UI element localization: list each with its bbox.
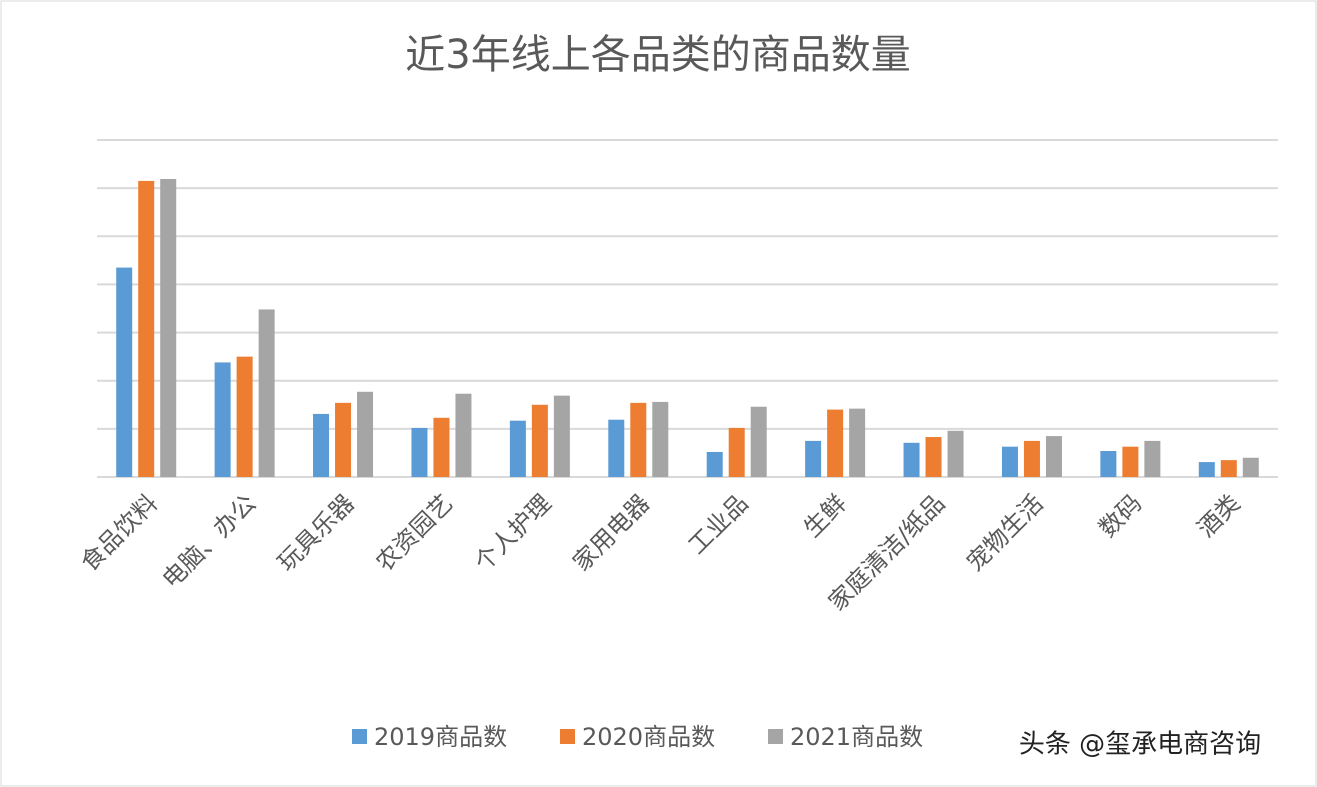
chart-title: 近3年线上各品类的商品数量 [405, 32, 910, 78]
bar [827, 409, 844, 477]
legend-swatch [768, 729, 783, 744]
bar [160, 178, 177, 477]
bar [805, 440, 822, 477]
bar [925, 437, 942, 477]
bar [728, 427, 745, 477]
bar [433, 417, 450, 477]
legend-label: 2021商品数 [790, 723, 923, 751]
bar [335, 402, 352, 477]
bar [258, 309, 275, 477]
bar [531, 404, 548, 477]
legend-label: 2019商品数 [374, 723, 507, 751]
bar [138, 180, 155, 477]
watermark: 头条 @玺承电商咨询 [1019, 730, 1261, 760]
bar [630, 402, 647, 477]
legend-label: 2020商品数 [582, 723, 715, 751]
bar [1100, 451, 1117, 477]
bar [313, 413, 330, 477]
bar [553, 395, 570, 477]
bar [1045, 436, 1062, 477]
bar [1122, 446, 1139, 477]
bar [750, 406, 767, 477]
bar [652, 401, 669, 477]
bar [214, 362, 231, 477]
bar [947, 430, 964, 477]
bar [1220, 460, 1237, 477]
bar [608, 419, 625, 477]
bar [1023, 440, 1040, 477]
bar [455, 393, 472, 477]
bar [903, 442, 920, 477]
bar [1198, 462, 1215, 477]
legend-swatch [352, 729, 367, 744]
bar [1144, 440, 1161, 477]
bar [116, 267, 133, 477]
legend-swatch [560, 729, 575, 744]
bar [1001, 446, 1018, 477]
bar [509, 420, 526, 477]
bar [236, 356, 253, 477]
bar [357, 391, 374, 477]
bar [706, 451, 723, 477]
bar [849, 408, 866, 477]
bar [411, 427, 428, 477]
bar [1242, 457, 1259, 477]
